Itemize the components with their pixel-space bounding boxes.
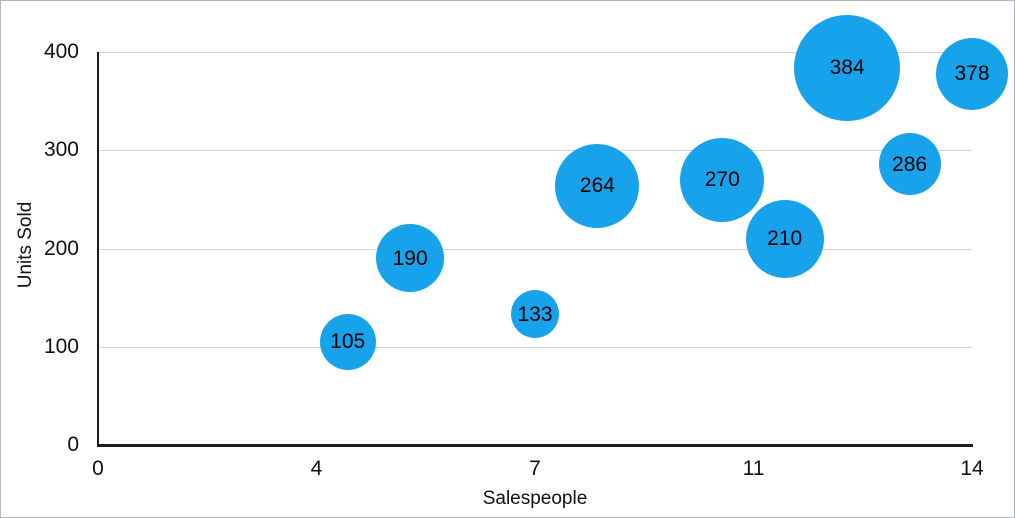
gridline-y-200 — [98, 248, 972, 250]
y-axis-title: Units Sold — [15, 201, 36, 289]
bubble-105: 105 — [319, 313, 376, 370]
bubble-value-label: 105 — [330, 330, 366, 354]
y-tick-label: 100 — [43, 334, 79, 358]
x-tick-label: 11 — [742, 457, 765, 480]
bubble-value-label: 384 — [829, 56, 865, 80]
bubble-value-label: 378 — [954, 62, 990, 86]
bubble-value-label: 190 — [392, 246, 428, 270]
y-tick-label: 0 — [67, 433, 79, 456]
bubble-133: 133 — [511, 290, 559, 339]
bubble-190: 190 — [376, 224, 445, 293]
bubble-value-label: 286 — [892, 152, 928, 176]
bubble-value-label: 270 — [704, 168, 740, 192]
bubble-value-label: 264 — [579, 174, 615, 198]
bubble-264: 264 — [555, 143, 640, 228]
x-tick-label: 7 — [529, 457, 541, 480]
bubble-value-label: 133 — [517, 302, 553, 326]
bubble-270: 270 — [680, 137, 765, 222]
x-tick-label: 4 — [310, 457, 323, 480]
bubble-384: 384 — [794, 14, 901, 121]
bubble-378: 378 — [936, 37, 1008, 110]
y-tick-label: 400 — [43, 40, 79, 63]
x-axis-line — [97, 444, 973, 447]
x-axis-title: Salespeople — [482, 488, 588, 509]
y-tick-label: 300 — [43, 138, 79, 162]
gridline-y-100 — [98, 346, 972, 348]
bubble-286: 286 — [878, 133, 941, 195]
x-tick-label: 0 — [92, 457, 104, 480]
y-axis-line — [97, 52, 99, 447]
bubble-210: 210 — [745, 199, 824, 278]
y-tick-label: 200 — [43, 236, 79, 260]
bubble-value-label: 210 — [767, 227, 803, 251]
gridline-y-400 — [98, 52, 972, 53]
gridline-y-300 — [98, 150, 972, 152]
x-tick-label: 14 — [960, 457, 984, 480]
